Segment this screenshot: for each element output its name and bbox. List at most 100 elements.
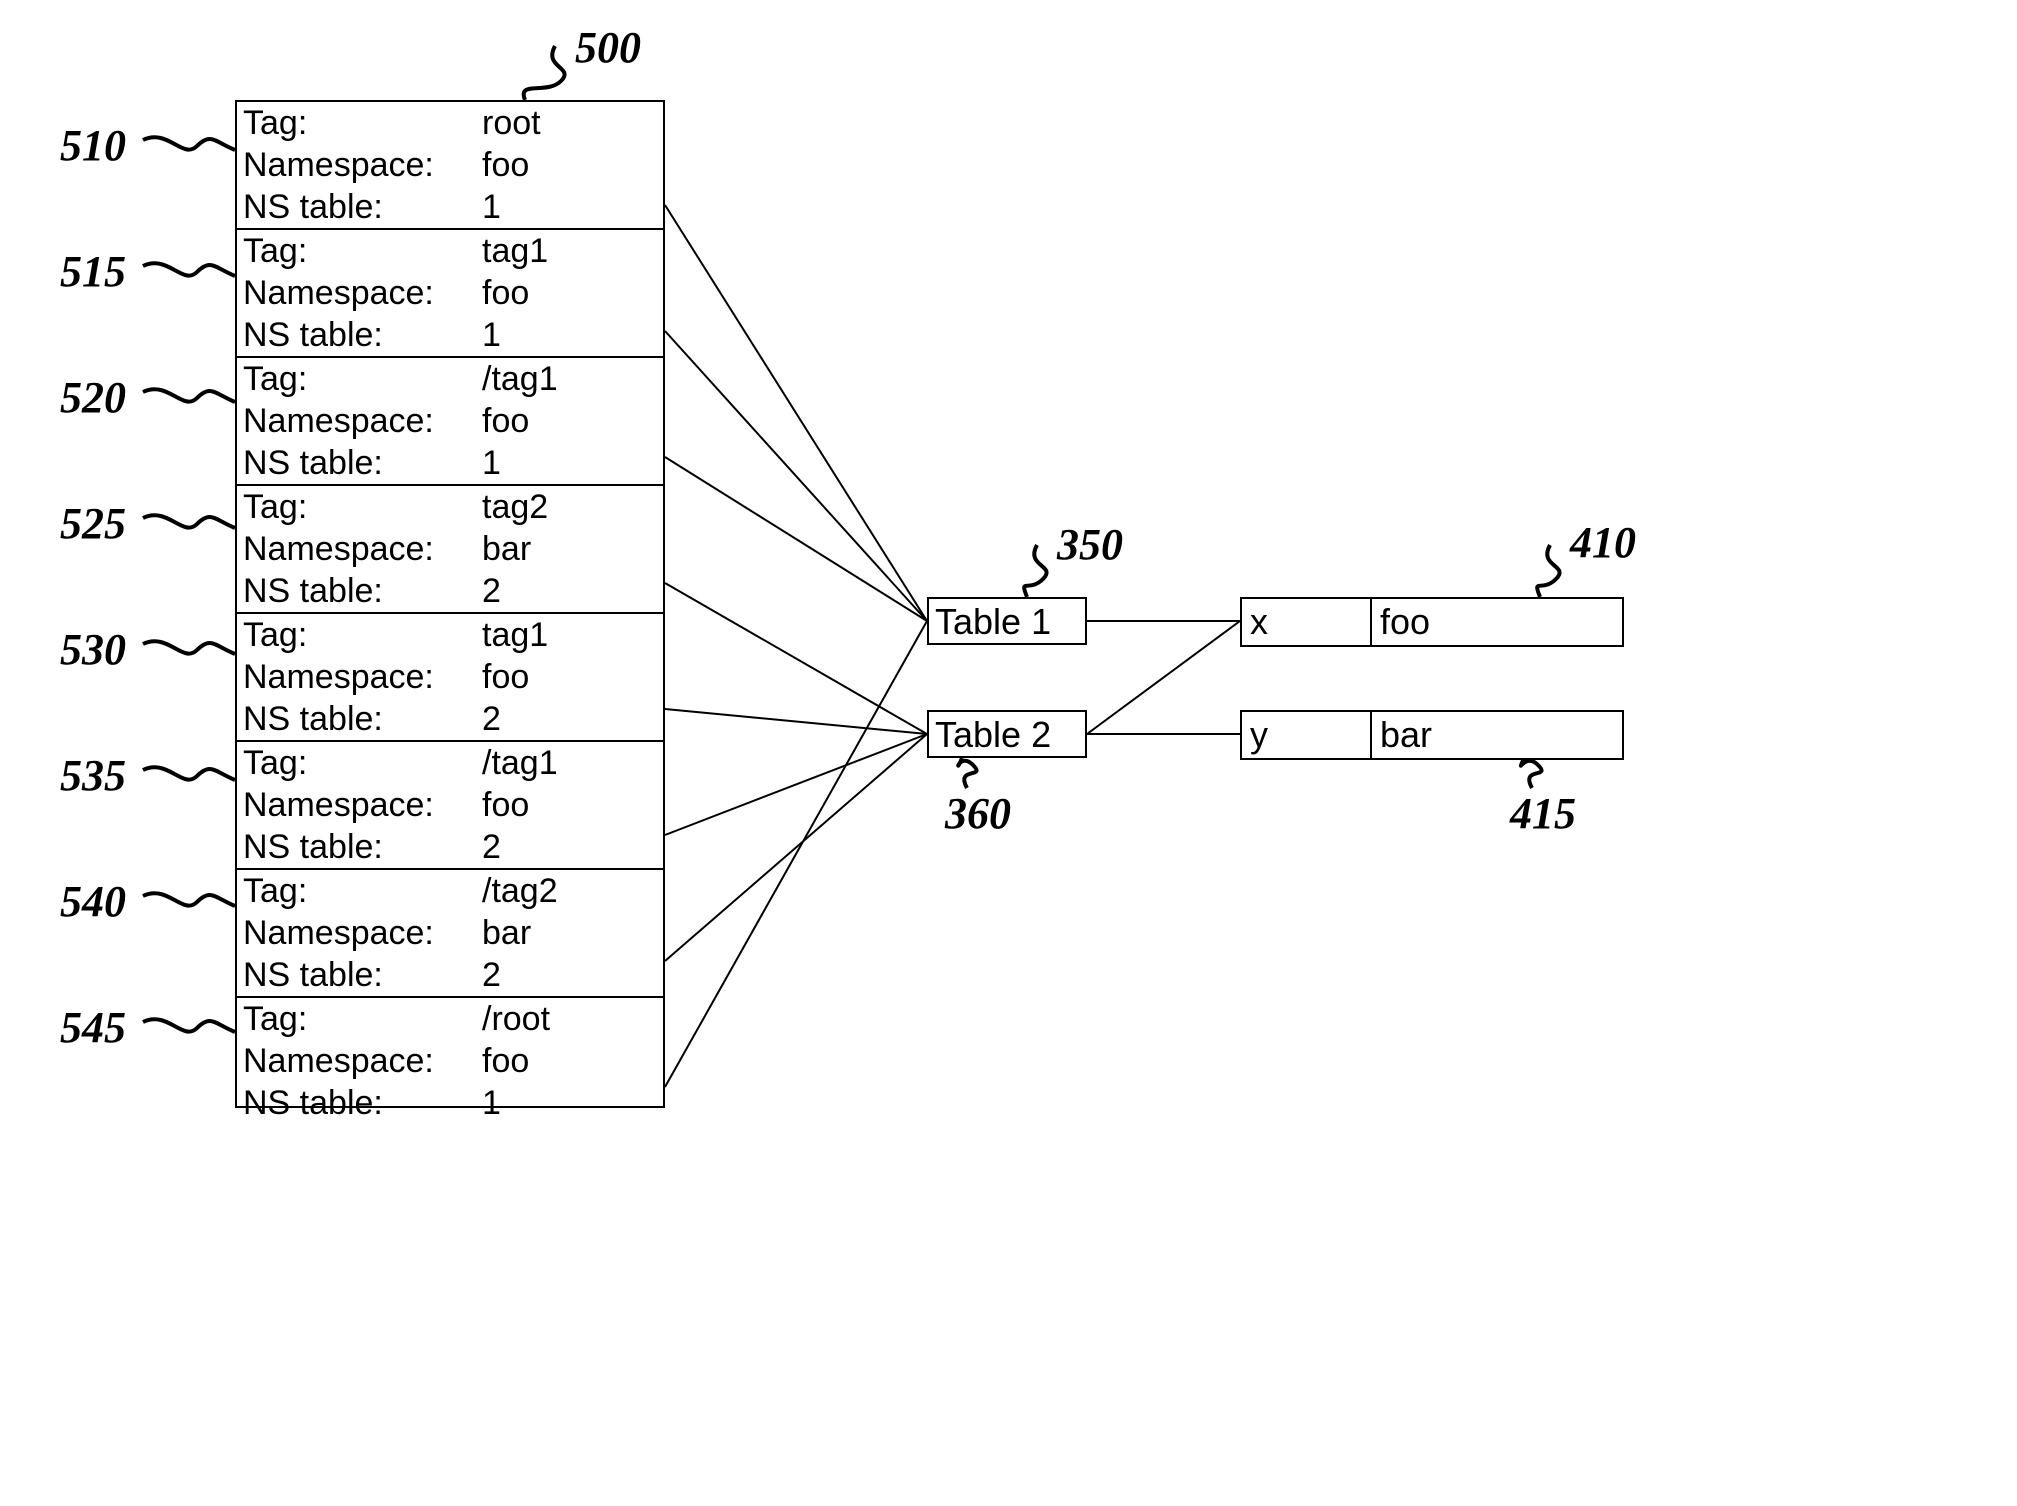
row-key: Tag: xyxy=(237,744,478,783)
diagram-stage: Tag:rootNamespace:fooNS table:1Tag:tag1N… xyxy=(0,0,2017,1506)
main-table-entry: Tag:/tag1Namespace:fooNS table:2 xyxy=(237,740,663,868)
main-table-row: Namespace:bar xyxy=(237,912,663,954)
row-key: Namespace: xyxy=(237,658,478,697)
row-val: bar xyxy=(478,914,663,953)
ref-table1: 350 xyxy=(1057,519,1123,570)
row-key: NS table: xyxy=(237,572,478,611)
row-val: 2 xyxy=(478,700,663,739)
row-key: Namespace: xyxy=(237,530,478,569)
row-val: 1 xyxy=(478,444,663,483)
ref-entry-520: 520 xyxy=(60,372,126,423)
main-table-row: Namespace:foo xyxy=(237,784,663,826)
row-key: NS table: xyxy=(237,956,478,995)
main-table-row: Namespace:foo xyxy=(237,1040,663,1082)
main-table-entry: Tag:tag1Namespace:fooNS table:1 xyxy=(237,228,663,356)
row-key: Tag: xyxy=(237,488,478,527)
row-val: foo xyxy=(478,658,663,697)
main-table-entry: Tag:/tag1Namespace:fooNS table:1 xyxy=(237,356,663,484)
row-key: Namespace: xyxy=(237,146,478,185)
main-table-row: Tag:/tag2 xyxy=(237,870,663,912)
row-val: 1 xyxy=(478,1084,663,1123)
row-val: /tag1 xyxy=(478,744,663,783)
main-table-row: Namespace:foo xyxy=(237,144,663,186)
main-table-row: NS table:1 xyxy=(237,314,663,356)
row-key: NS table: xyxy=(237,700,478,739)
main-table-entry: Tag:tag2Namespace:barNS table:2 xyxy=(237,484,663,612)
row-key: Tag: xyxy=(237,360,478,399)
ref-entry-535: 535 xyxy=(60,750,126,801)
main-table-row: NS table:1 xyxy=(237,1082,663,1124)
row-key: Namespace: xyxy=(237,914,478,953)
mapping-val: bar xyxy=(1372,712,1622,758)
main-table: Tag:rootNamespace:fooNS table:1Tag:tag1N… xyxy=(235,100,665,1108)
row-val: foo xyxy=(478,1042,663,1081)
row-key: Namespace: xyxy=(237,274,478,313)
main-table-row: Namespace:foo xyxy=(237,400,663,442)
row-val: foo xyxy=(478,786,663,825)
row-val: foo xyxy=(478,402,663,441)
mapping-key: x xyxy=(1242,599,1372,645)
row-val: 1 xyxy=(478,316,663,355)
row-val: /tag2 xyxy=(478,872,663,911)
row-key: NS table: xyxy=(237,316,478,355)
main-table-entry: Tag:/tag2Namespace:barNS table:2 xyxy=(237,868,663,996)
ref-mapping1: 410 xyxy=(1570,517,1636,568)
row-key: Tag: xyxy=(237,104,478,143)
main-table-row: NS table:2 xyxy=(237,954,663,996)
main-table-row: Tag:/tag1 xyxy=(237,742,663,784)
main-table-row: Tag:tag1 xyxy=(237,230,663,272)
row-key: NS table: xyxy=(237,1084,478,1123)
main-table-row: Tag:tag1 xyxy=(237,614,663,656)
row-key: Tag: xyxy=(237,1000,478,1039)
row-key: Tag: xyxy=(237,232,478,271)
main-table-row: NS table:1 xyxy=(237,186,663,228)
main-table-row: NS table:2 xyxy=(237,698,663,740)
main-table-row: Namespace:foo xyxy=(237,272,663,314)
ref-entry-510: 510 xyxy=(60,120,126,171)
main-table-row: Tag:/root xyxy=(237,998,663,1040)
mapping-key: y xyxy=(1242,712,1372,758)
row-key: Tag: xyxy=(237,872,478,911)
row-val: 2 xyxy=(478,572,663,611)
ref-entry-515: 515 xyxy=(60,246,126,297)
table1-box: Table 1 xyxy=(927,597,1087,645)
row-val: root xyxy=(478,104,663,143)
row-key: NS table: xyxy=(237,188,478,227)
row-key: Tag: xyxy=(237,616,478,655)
ref-entry-545: 545 xyxy=(60,1002,126,1053)
ref-entry-530: 530 xyxy=(60,624,126,675)
mapping-val: foo xyxy=(1372,599,1622,645)
main-table-row: Tag:root xyxy=(237,102,663,144)
main-table-row: Namespace:bar xyxy=(237,528,663,570)
row-val: 2 xyxy=(478,956,663,995)
ref-entry-540: 540 xyxy=(60,876,126,927)
mapping-row-2: y bar xyxy=(1240,710,1624,760)
main-table-row: NS table:1 xyxy=(237,442,663,484)
main-table-row: NS table:2 xyxy=(237,570,663,612)
mapping-row-1: x foo xyxy=(1240,597,1624,647)
row-val: tag2 xyxy=(478,488,663,527)
row-val: foo xyxy=(478,146,663,185)
main-table-entry: Tag:rootNamespace:fooNS table:1 xyxy=(237,102,663,228)
ref-entry-525: 525 xyxy=(60,498,126,549)
row-val: foo xyxy=(478,274,663,313)
main-table-row: Namespace:foo xyxy=(237,656,663,698)
row-key: Namespace: xyxy=(237,402,478,441)
row-val: 2 xyxy=(478,828,663,867)
row-val: /tag1 xyxy=(478,360,663,399)
main-table-row: Tag:tag2 xyxy=(237,486,663,528)
main-table-entry: Tag:tag1Namespace:fooNS table:2 xyxy=(237,612,663,740)
ref-mapping2: 415 xyxy=(1510,788,1576,839)
main-table-row: NS table:2 xyxy=(237,826,663,868)
main-table-entry: Tag:/rootNamespace:fooNS table:1 xyxy=(237,996,663,1124)
row-key: NS table: xyxy=(237,444,478,483)
ref-main-table: 500 xyxy=(575,22,641,73)
table2-box: Table 2 xyxy=(927,710,1087,758)
row-val: tag1 xyxy=(478,616,663,655)
row-val: bar xyxy=(478,530,663,569)
main-table-row: Tag:/tag1 xyxy=(237,358,663,400)
row-val: /root xyxy=(478,1000,663,1039)
row-key: Namespace: xyxy=(237,786,478,825)
row-val: 1 xyxy=(478,188,663,227)
row-key: NS table: xyxy=(237,828,478,867)
